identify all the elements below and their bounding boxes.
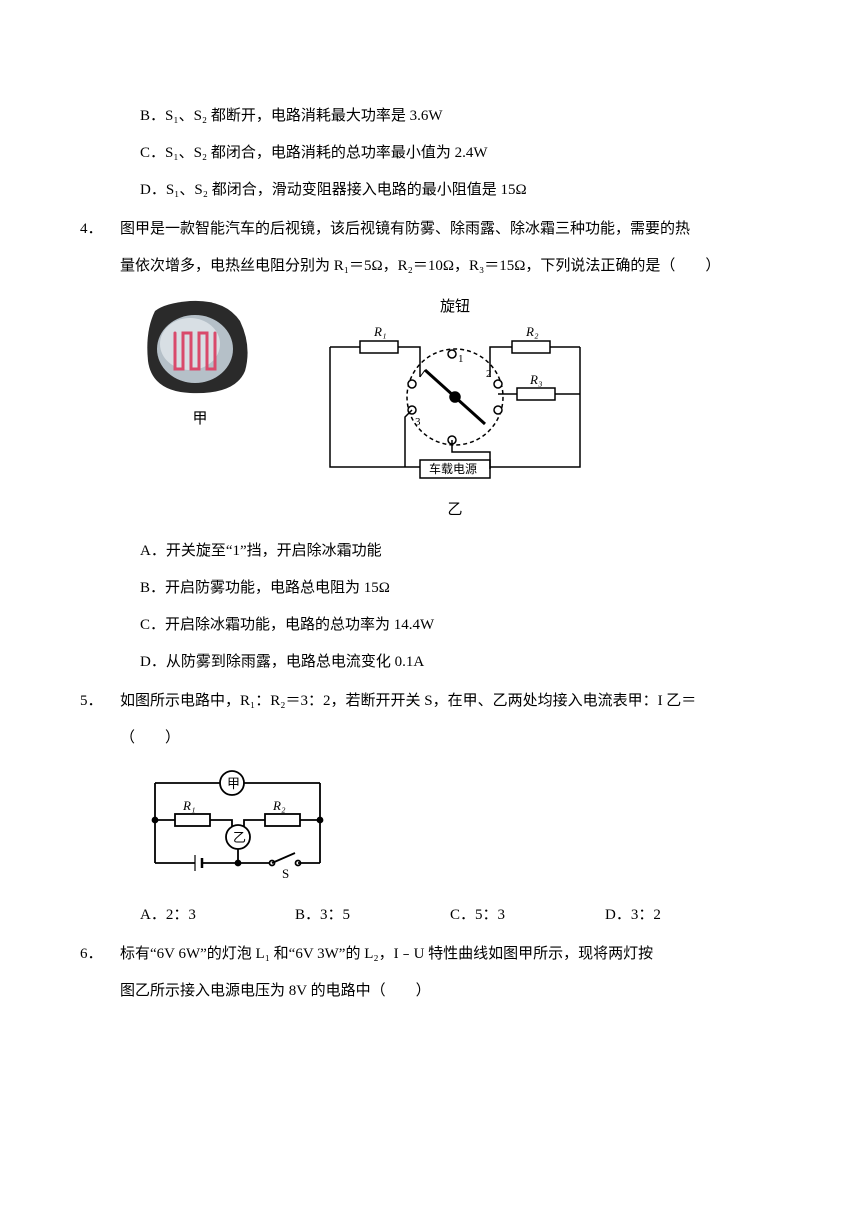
q4-option-a: A．开关旋至“1”挡，开启除冰霜功能 [100,535,760,568]
q5-options-row: A．2：3 B．3：5 C．5：3 D．3：2 [100,899,760,932]
r2-label: R₂ [525,324,539,339]
q5-jia-label: 甲 [227,776,240,791]
q6-stem-line2: 图乙所示接入电源电压为 8V 的电路中（ ） [100,975,760,1008]
q5-stem-line1: 5．如图所示电路中，R₁：R₂＝3：2，若断开开关 S，在甲、乙两处均接入电流表… [100,685,760,718]
q4-number: 4． [100,213,120,246]
q5-stem-line2: （ ） [100,722,760,755]
q3-option-b: B．S₁、S₂ 都断开，电路消耗最大功率是 3.6W [100,100,760,133]
q4-option-d: D．从防雾到除雨露，电路总电流变化 0.1A [100,646,760,679]
q4-knob-label: 旋钮 [440,291,470,324]
q6-stem1-text: 标有“6V 6W”的灯泡 L₁ 和“6V 3W”的 L₂，I﹣U 特性曲线如图甲… [120,946,653,962]
q5-s-label: S [282,866,289,880]
q5-option-c: C．5：3 [450,899,605,932]
q5-number: 5． [100,685,120,718]
q4-figure-row: 甲 旋钮 [100,291,760,527]
q4-fig-b-label: 乙 [447,494,462,527]
q4-fig-a-label: 甲 [192,403,207,436]
svg-text:3: 3 [415,416,421,428]
svg-text:1: 1 [458,353,464,365]
mirror-icon [140,291,260,401]
q5-circuit-icon: 甲 乙 R₁ R₂ S [140,765,335,880]
q4-stem-line2: 量依次增多，电热丝电阻分别为 R₁＝5Ω，R₂＝10Ω，R₃＝15Ω，下列说法正… [100,250,760,283]
q5-r2-label: R₂ [272,798,286,813]
q5-option-d: D．3：2 [605,899,760,932]
q4-circuit-figure: 旋钮 [320,291,590,527]
q3-option-d: D．S₁、S₂ 都闭合，滑动变阻器接入电路的最小阻值是 15Ω [100,174,760,207]
q5-stem1-text: 如图所示电路中，R₁：R₂＝3：2，若断开开关 S，在甲、乙两处均接入电流表甲：… [120,693,696,709]
q5-option-a: A．2：3 [140,899,295,932]
q4-stem-line1: 4．图甲是一款智能汽车的后视镜，该后视镜有防雾、除雨露、除冰霜三种功能，需要的热 [100,213,760,246]
svg-text:2: 2 [486,368,492,380]
q4-mirror-figure: 甲 [140,291,260,436]
q5-yi-label: 乙 [233,830,246,845]
power-label: 车载电源 [429,461,477,476]
q3-option-c: C．S₁、S₂ 都闭合，电路消耗的总功率最小值为 2.4W [100,137,760,170]
q4-option-c: C．开启除冰霜功能，电路的总功率为 14.4W [100,609,760,642]
r1-label: R₁ [373,324,386,339]
r3-label: R₃ [529,372,542,387]
q5-option-b: B．3：5 [295,899,450,932]
q5-r1-label: R₁ [182,798,195,813]
q4-option-b: B．开启防雾功能，电路总电阻为 15Ω [100,572,760,605]
q4-stem1-text: 图甲是一款智能汽车的后视镜，该后视镜有防雾、除雨露、除冰霜三种功能，需要的热 [120,221,690,237]
q6-stem-line1: 6．标有“6V 6W”的灯泡 L₁ 和“6V 3W”的 L₂，I﹣U 特性曲线如… [100,938,760,971]
circuit-knob-icon: R₁ R₂ R₃ 1 2 3 车载电源 [320,322,590,492]
q6-number: 6． [100,938,120,971]
